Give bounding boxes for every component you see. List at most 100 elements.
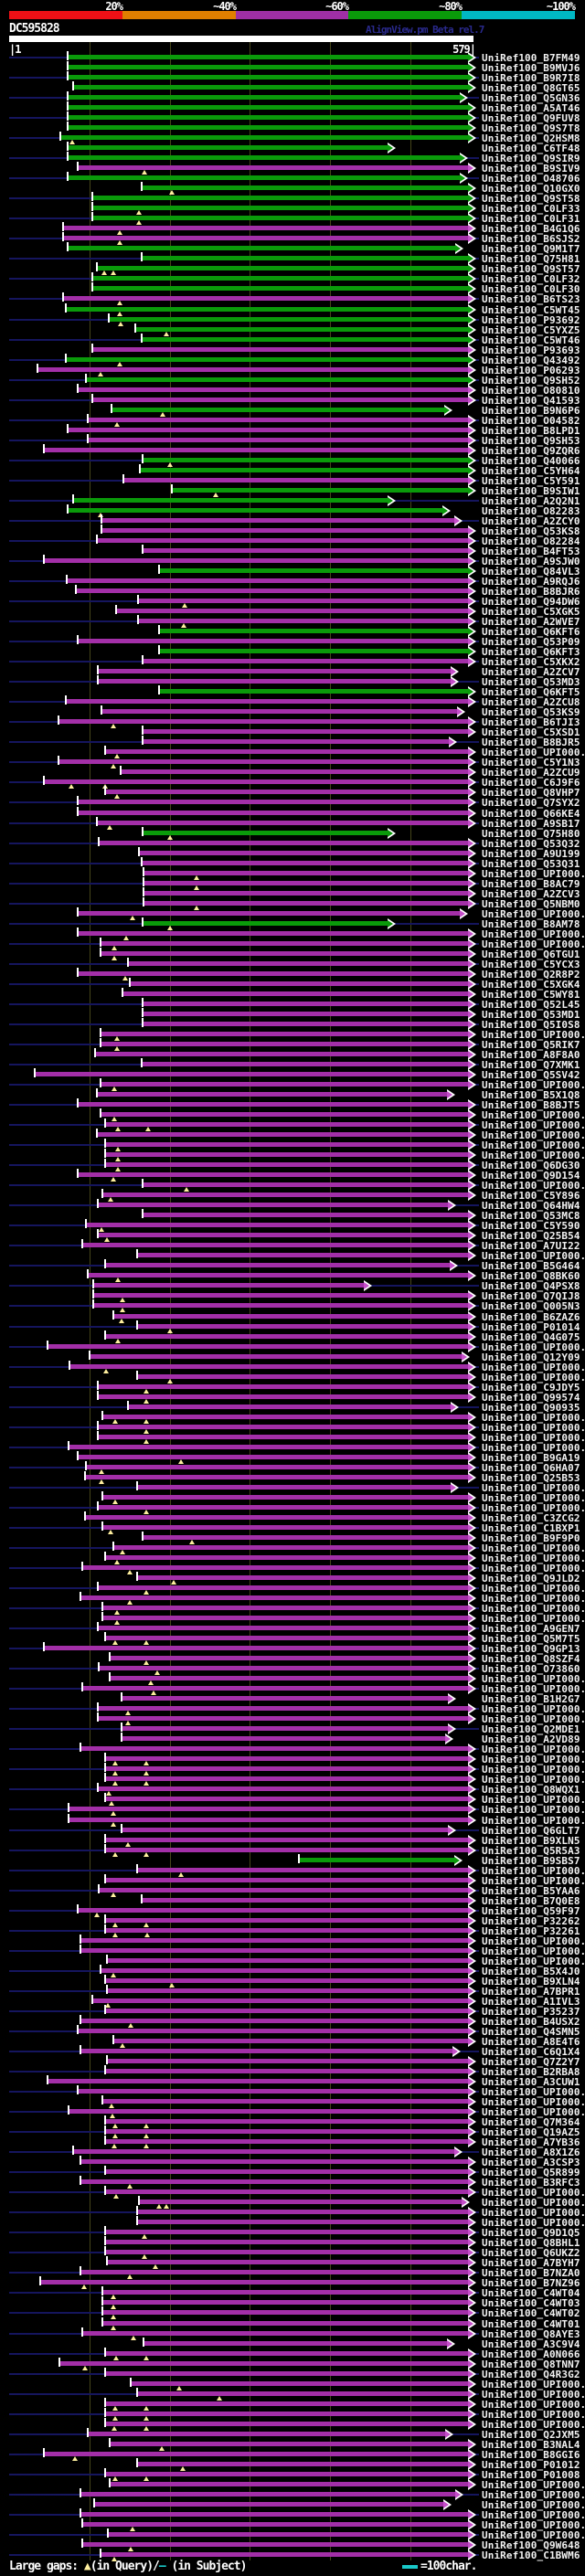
hit-bar[interactable] [93, 1293, 468, 1299]
hit-label[interactable]: UniRef100_Q6KFT6 [482, 626, 580, 639]
hit-label[interactable]: UniRef100_UPI000.. [482, 2418, 585, 2431]
hit-bar[interactable] [105, 2139, 468, 2145]
hit-bar[interactable] [99, 1666, 468, 1671]
hit-label[interactable]: UniRef100_A2WVE7 [482, 616, 580, 629]
hit-bar[interactable] [92, 286, 468, 292]
hit-bar[interactable] [68, 145, 388, 151]
hit-label[interactable]: UniRef100_Q9SH53 [482, 434, 580, 447]
hit-label[interactable]: UniRef100_B8BJR6 [482, 586, 580, 599]
hit-bar[interactable] [69, 1444, 468, 1449]
hit-bar[interactable] [98, 1383, 468, 1389]
hit-label[interactable]: UniRef100_C5Y591 [482, 474, 580, 487]
hit-bar[interactable] [88, 417, 468, 422]
hit-bar[interactable] [99, 1887, 468, 1892]
hit-label[interactable]: UniRef100_Q7Z2Y7 [482, 2055, 580, 2068]
hit-label[interactable]: UniRef100_UPI000.. [482, 1150, 585, 1162]
hit-label[interactable]: UniRef100_B2RBA8 [482, 2066, 580, 2078]
hit-bar[interactable] [143, 547, 468, 553]
hit-label[interactable]: UniRef100_Q9JLD2 [482, 1573, 580, 1585]
hit-bar[interactable] [105, 1152, 468, 1158]
hit-bar[interactable] [144, 890, 468, 896]
hit-label[interactable]: UniRef100_B5X1Q8 [482, 1089, 580, 1102]
hit-bar[interactable] [105, 2350, 468, 2356]
hit-label[interactable]: UniRef100_Q7SYX2 [482, 797, 580, 810]
hit-label[interactable]: UniRef100_P01014 [482, 1320, 580, 1333]
hit-label[interactable]: UniRef100_A9U199 [482, 847, 580, 860]
hit-bar[interactable] [107, 1957, 468, 1963]
hit-label[interactable]: UniRef100_Q9S7T8 [482, 122, 580, 135]
hit-label[interactable]: UniRef100_UPI000.. [482, 867, 585, 880]
hit-label[interactable]: UniRef100_Q8BHL1 [482, 2237, 580, 2250]
hit-bar[interactable] [105, 1554, 468, 1560]
hit-label[interactable]: UniRef100_UPI000.. [482, 1431, 585, 1444]
hit-bar[interactable] [105, 1142, 468, 1148]
hit-bar[interactable] [143, 1001, 468, 1006]
hit-bar[interactable] [97, 820, 468, 825]
hit-bar[interactable] [93, 1303, 468, 1309]
hit-label[interactable]: UniRef100_C6Q1X4 [482, 2045, 580, 2058]
hit-label[interactable]: UniRef100_UPI000.. [482, 1593, 585, 1606]
hit-label[interactable]: UniRef100_UPI000.. [482, 747, 585, 759]
hit-label[interactable]: UniRef100_UPI000.. [482, 1935, 585, 1947]
hit-bar[interactable] [110, 1676, 468, 1681]
hit-bar[interactable] [109, 316, 468, 322]
hit-bar[interactable] [80, 2511, 468, 2517]
hit-bar[interactable] [78, 639, 468, 644]
hit-label[interactable]: UniRef100_UPI000.. [482, 1371, 585, 1383]
hit-bar[interactable] [143, 729, 468, 735]
hit-bar[interactable] [105, 749, 468, 755]
hit-label[interactable]: UniRef100_A3C9V4 [482, 2337, 580, 2350]
hit-label[interactable]: UniRef100_C9JDY5 [482, 1381, 580, 1394]
hit-label[interactable]: UniRef100_UPI000.. [482, 1119, 585, 1132]
hit-label[interactable]: UniRef100_B5X4J0 [482, 1965, 580, 1977]
hit-bar[interactable] [44, 2451, 468, 2456]
hit-bar[interactable] [143, 830, 388, 835]
hit-label[interactable]: UniRef100_B9F9P0 [482, 1532, 580, 1544]
hit-label[interactable]: UniRef100_O73860 [482, 1663, 580, 1676]
hit-bar[interactable] [68, 65, 468, 70]
hit-label[interactable]: UniRef100_C5XGK4 [482, 978, 580, 991]
hit-bar[interactable] [102, 1414, 468, 1419]
hit-label[interactable]: UniRef100_UPI000.. [482, 2096, 585, 2109]
hit-bar[interactable] [48, 1343, 468, 1349]
hit-bar[interactable] [159, 689, 468, 694]
hit-bar[interactable] [121, 769, 468, 775]
hit-label[interactable]: UniRef100_B9R7I8 [482, 72, 580, 85]
hit-label[interactable]: UniRef100_A2ZCV7 [482, 666, 580, 679]
hit-label[interactable]: UniRef100_Q9D1Q5 [482, 2227, 580, 2240]
hit-label[interactable]: UniRef100_B3NAL4 [482, 2438, 580, 2451]
hit-label[interactable]: UniRef100_UPI000.. [482, 1341, 585, 1353]
hit-label[interactable]: UniRef100_Q94DW6 [482, 596, 580, 609]
hit-bar[interactable] [105, 1756, 468, 1762]
hit-bar[interactable] [98, 1786, 468, 1792]
hit-label[interactable]: UniRef100_UPI000.. [482, 1764, 585, 1776]
hit-bar[interactable] [105, 2008, 468, 2013]
hit-label[interactable]: UniRef100_UPI000.. [482, 2508, 585, 2521]
hit-bar[interactable] [101, 1082, 468, 1087]
hit-bar[interactable] [78, 165, 468, 171]
hit-bar[interactable] [68, 75, 468, 80]
hit-label[interactable]: UniRef100_B6TS23 [482, 293, 580, 306]
hit-label[interactable]: UniRef100_UPI000.. [482, 2528, 585, 2541]
hit-label[interactable]: UniRef100_UPI000.. [482, 2388, 585, 2401]
hit-bar[interactable] [122, 1827, 448, 1832]
hit-bar[interactable] [108, 2531, 468, 2537]
hit-label[interactable]: UniRef100_A3CSP3 [482, 2157, 580, 2169]
hit-bar[interactable] [78, 970, 468, 976]
hit-bar[interactable] [80, 2159, 468, 2165]
hit-bar[interactable] [143, 1011, 468, 1016]
hit-label[interactable]: UniRef100_C5XSD1 [482, 726, 580, 739]
hit-bar[interactable] [105, 1333, 468, 1339]
hit-bar[interactable] [98, 679, 451, 684]
hit-bar[interactable] [142, 860, 468, 865]
hit-label[interactable]: UniRef100_C5WT46 [482, 334, 580, 346]
hit-bar[interactable] [92, 206, 468, 211]
hit-label[interactable]: UniRef100_Q6KFT5 [482, 686, 580, 699]
hit-bar[interactable] [68, 155, 460, 161]
hit-label[interactable]: UniRef100_B7Q0E8 [482, 1894, 580, 1907]
hit-label[interactable]: UniRef100_O04582 [482, 414, 580, 427]
hit-label[interactable]: UniRef100_UPI000.. [482, 2518, 585, 2531]
hit-bar[interactable] [86, 1464, 468, 1469]
hit-bar[interactable] [144, 900, 468, 906]
hit-label[interactable]: UniRef100_Q19AZ5 [482, 2126, 580, 2139]
